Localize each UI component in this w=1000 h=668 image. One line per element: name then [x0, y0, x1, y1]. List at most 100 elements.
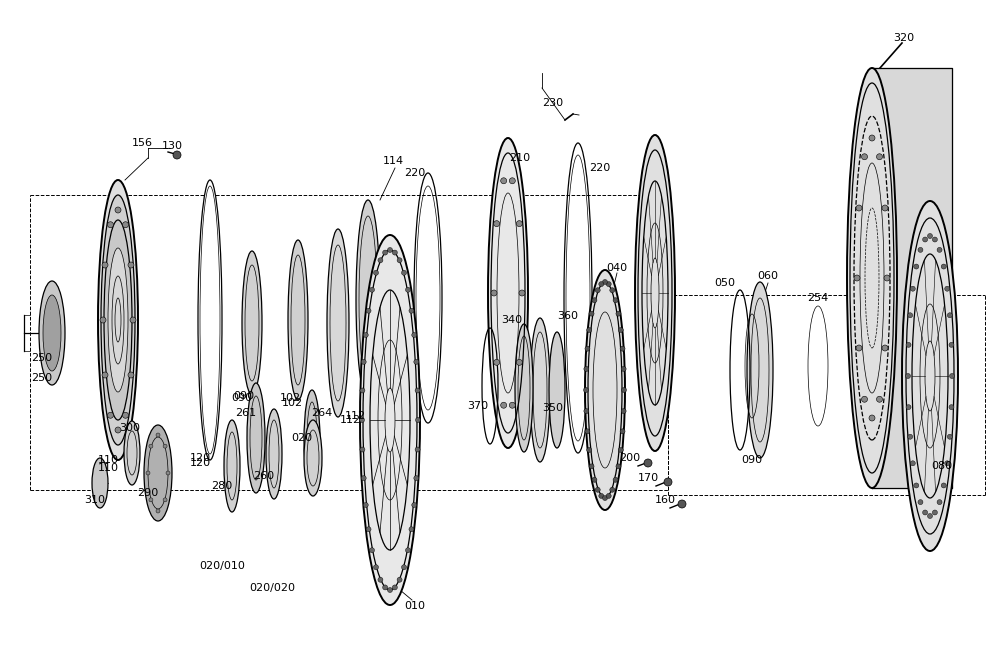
Ellipse shape — [242, 251, 262, 395]
Ellipse shape — [589, 311, 594, 316]
Ellipse shape — [198, 180, 222, 460]
Text: 090: 090 — [231, 393, 253, 403]
Text: 320: 320 — [893, 33, 915, 43]
Ellipse shape — [360, 447, 365, 452]
Text: 340: 340 — [501, 315, 523, 325]
Ellipse shape — [266, 409, 282, 499]
Ellipse shape — [388, 587, 393, 593]
Ellipse shape — [130, 317, 136, 323]
Ellipse shape — [144, 425, 172, 521]
Ellipse shape — [370, 287, 375, 293]
Text: 110: 110 — [98, 463, 119, 473]
Ellipse shape — [39, 281, 65, 385]
Ellipse shape — [606, 494, 611, 498]
Ellipse shape — [599, 494, 604, 498]
Ellipse shape — [945, 461, 950, 466]
Ellipse shape — [585, 270, 625, 510]
Ellipse shape — [360, 418, 365, 422]
Text: 102: 102 — [279, 393, 301, 403]
Ellipse shape — [664, 478, 672, 486]
Ellipse shape — [516, 220, 522, 226]
Ellipse shape — [100, 317, 106, 323]
Ellipse shape — [383, 585, 388, 590]
Ellipse shape — [43, 295, 61, 371]
Ellipse shape — [928, 234, 932, 238]
Ellipse shape — [378, 577, 383, 582]
Ellipse shape — [530, 318, 550, 462]
Text: 360: 360 — [558, 311, 578, 321]
Ellipse shape — [124, 421, 140, 485]
Ellipse shape — [923, 237, 928, 242]
Ellipse shape — [156, 433, 160, 437]
Text: 020/010: 020/010 — [199, 561, 245, 571]
Ellipse shape — [884, 275, 890, 281]
Text: 264: 264 — [311, 408, 333, 418]
Ellipse shape — [932, 237, 937, 242]
Ellipse shape — [501, 178, 507, 184]
Ellipse shape — [156, 509, 160, 513]
Ellipse shape — [128, 262, 134, 268]
Ellipse shape — [361, 359, 366, 364]
Ellipse shape — [304, 390, 320, 490]
Ellipse shape — [592, 478, 597, 482]
Ellipse shape — [549, 332, 565, 448]
Ellipse shape — [610, 288, 615, 293]
Ellipse shape — [360, 235, 420, 605]
Ellipse shape — [616, 311, 621, 316]
Ellipse shape — [928, 514, 932, 518]
Ellipse shape — [587, 327, 592, 333]
Text: 261: 261 — [235, 408, 257, 418]
Ellipse shape — [869, 415, 875, 421]
Ellipse shape — [906, 405, 911, 409]
Ellipse shape — [906, 373, 910, 379]
Ellipse shape — [363, 502, 368, 508]
Ellipse shape — [123, 412, 129, 418]
Ellipse shape — [412, 502, 417, 508]
Text: 350: 350 — [542, 403, 564, 413]
Ellipse shape — [949, 342, 954, 347]
Ellipse shape — [602, 496, 608, 500]
Ellipse shape — [101, 195, 135, 445]
Ellipse shape — [945, 286, 950, 291]
Text: 260: 260 — [253, 471, 275, 481]
Text: 210: 210 — [509, 153, 531, 163]
Ellipse shape — [584, 409, 589, 413]
Ellipse shape — [949, 405, 954, 409]
Ellipse shape — [932, 510, 937, 515]
Ellipse shape — [941, 483, 946, 488]
Ellipse shape — [613, 478, 618, 482]
Text: 090: 090 — [741, 455, 763, 465]
Ellipse shape — [515, 324, 533, 452]
Text: 110: 110 — [98, 455, 119, 465]
Ellipse shape — [416, 418, 421, 422]
Ellipse shape — [618, 448, 623, 452]
Ellipse shape — [115, 207, 121, 213]
Ellipse shape — [392, 585, 397, 590]
Text: 112: 112 — [344, 411, 366, 421]
Ellipse shape — [606, 282, 611, 287]
Ellipse shape — [304, 420, 322, 496]
Ellipse shape — [519, 290, 525, 296]
Text: 290: 290 — [137, 488, 159, 498]
Ellipse shape — [383, 250, 388, 255]
Ellipse shape — [862, 154, 868, 160]
Ellipse shape — [947, 313, 952, 318]
Ellipse shape — [149, 444, 153, 448]
Ellipse shape — [409, 308, 414, 313]
Ellipse shape — [621, 409, 626, 413]
Ellipse shape — [862, 396, 868, 402]
Ellipse shape — [397, 258, 402, 263]
Ellipse shape — [914, 483, 919, 488]
Text: 160: 160 — [654, 495, 676, 505]
Polygon shape — [872, 68, 952, 488]
Ellipse shape — [882, 345, 888, 351]
Ellipse shape — [947, 434, 952, 440]
Ellipse shape — [102, 372, 108, 378]
Ellipse shape — [392, 250, 397, 255]
Ellipse shape — [409, 527, 414, 532]
Ellipse shape — [360, 388, 365, 393]
Ellipse shape — [610, 487, 615, 492]
Ellipse shape — [146, 471, 150, 475]
Ellipse shape — [501, 402, 507, 408]
Ellipse shape — [869, 135, 875, 141]
